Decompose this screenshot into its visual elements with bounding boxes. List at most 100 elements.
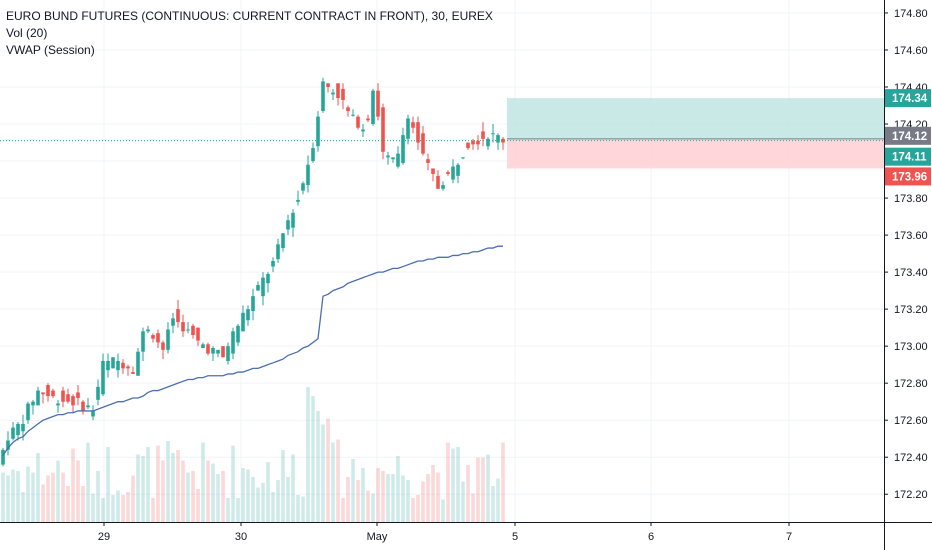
candle-body[interactable] — [406, 118, 410, 139]
candle-body[interactable] — [471, 140, 475, 145]
volume-indicator-label[interactable]: Vol (20) — [6, 26, 48, 40]
candle-body[interactable] — [261, 277, 265, 297]
symbol-title[interactable]: EURO BUND FUTURES (CONTINUOUS: CURRENT C… — [6, 9, 493, 23]
candle-body[interactable] — [426, 159, 430, 163]
candle-body[interactable] — [461, 157, 465, 159]
candle-body[interactable] — [191, 325, 195, 336]
candle-body[interactable] — [36, 390, 40, 406]
candle-body[interactable] — [371, 90, 375, 125]
candle-body[interactable] — [111, 357, 115, 369]
candle-body[interactable] — [226, 346, 230, 361]
candle-body[interactable] — [266, 273, 270, 284]
candle-body[interactable] — [496, 135, 500, 143]
candle-body[interactable] — [106, 360, 110, 371]
candle-body[interactable] — [166, 329, 170, 350]
candle-body[interactable] — [1, 449, 5, 465]
candle-body[interactable] — [466, 142, 470, 149]
candle-body[interactable] — [356, 116, 360, 128]
candle-body[interactable] — [331, 92, 335, 95]
candle-body[interactable] — [436, 175, 440, 189]
candle-body[interactable] — [326, 83, 330, 87]
candle-body[interactable] — [21, 423, 25, 432]
candle-body[interactable] — [126, 366, 130, 369]
candle-body[interactable] — [476, 140, 480, 145]
vwap-indicator-label[interactable]: VWAP (Session) — [6, 43, 95, 57]
candle-body[interactable] — [186, 329, 190, 331]
candle-body[interactable] — [131, 372, 135, 374]
candle-body[interactable] — [231, 331, 235, 354]
candle-body[interactable] — [151, 335, 155, 339]
candle-body[interactable] — [246, 309, 250, 321]
candle-body[interactable] — [256, 285, 260, 291]
candle-body[interactable] — [386, 155, 390, 158]
candle-body[interactable] — [221, 346, 225, 358]
candle-body[interactable] — [141, 331, 145, 352]
candle-body[interactable] — [26, 403, 30, 421]
candle-body[interactable] — [71, 396, 75, 406]
candle-body[interactable] — [51, 390, 55, 397]
candle-body[interactable] — [171, 318, 175, 326]
candle-body[interactable] — [136, 351, 140, 376]
candle-body[interactable] — [276, 244, 280, 260]
candle-body[interactable] — [96, 386, 100, 400]
candle-body[interactable] — [376, 90, 380, 117]
candle-body[interactable] — [196, 327, 200, 341]
candle-body[interactable] — [431, 168, 435, 174]
candle-body[interactable] — [121, 362, 125, 369]
candle-body[interactable] — [291, 212, 295, 228]
candle-body[interactable] — [486, 138, 490, 147]
candle-body[interactable] — [336, 83, 340, 99]
candle-body[interactable] — [241, 312, 245, 332]
candle-body[interactable] — [41, 392, 45, 395]
candle-body[interactable] — [271, 261, 275, 267]
candle-body[interactable] — [176, 309, 180, 323]
candle-body[interactable] — [301, 183, 305, 191]
candle-body[interactable] — [181, 322, 185, 332]
candle-body[interactable] — [6, 440, 10, 450]
candle-body[interactable] — [306, 164, 310, 186]
candle-body[interactable] — [201, 344, 205, 348]
candle-body[interactable] — [366, 118, 370, 121]
candle-body[interactable] — [76, 392, 80, 398]
candle-body[interactable] — [86, 405, 90, 408]
candle-body[interactable] — [341, 88, 345, 100]
candle-body[interactable] — [66, 394, 70, 402]
candle-body[interactable] — [211, 348, 215, 354]
candle-body[interactable] — [116, 360, 120, 371]
candle-body[interactable] — [456, 164, 460, 176]
candle-body[interactable] — [146, 329, 150, 332]
candle-body[interactable] — [346, 107, 350, 112]
candle-body[interactable] — [281, 233, 285, 249]
candle-body[interactable] — [481, 131, 485, 139]
candle-body[interactable] — [251, 296, 255, 311]
candle-body[interactable] — [316, 116, 320, 147]
candle-body[interactable] — [56, 403, 60, 406]
candle-body[interactable] — [31, 401, 35, 406]
candle-body[interactable] — [296, 199, 300, 202]
candle-body[interactable] — [216, 349, 220, 354]
candle-body[interactable] — [91, 410, 95, 417]
candle-body[interactable] — [411, 122, 415, 128]
target-zone[interactable] — [507, 98, 884, 139]
candle-body[interactable] — [416, 122, 420, 143]
candle-body[interactable] — [446, 172, 450, 174]
candle-body[interactable] — [206, 344, 210, 354]
candle-body[interactable] — [161, 342, 165, 350]
candle-body[interactable] — [361, 129, 365, 132]
candle-body[interactable] — [321, 81, 325, 112]
candle-body[interactable] — [286, 220, 290, 230]
candle-body[interactable] — [46, 385, 50, 397]
candle-body[interactable] — [101, 360, 105, 395]
candle-body[interactable] — [396, 153, 400, 167]
candle-body[interactable] — [391, 157, 395, 160]
candle-body[interactable] — [81, 401, 85, 411]
candle-body[interactable] — [236, 325, 240, 343]
candle-body[interactable] — [441, 185, 445, 189]
candle-body[interactable] — [451, 166, 455, 180]
stop-zone[interactable] — [507, 138, 884, 169]
candle-body[interactable] — [11, 427, 15, 439]
candle-body[interactable] — [421, 133, 425, 154]
candle-body[interactable] — [61, 390, 65, 402]
candle-body[interactable] — [351, 114, 355, 116]
